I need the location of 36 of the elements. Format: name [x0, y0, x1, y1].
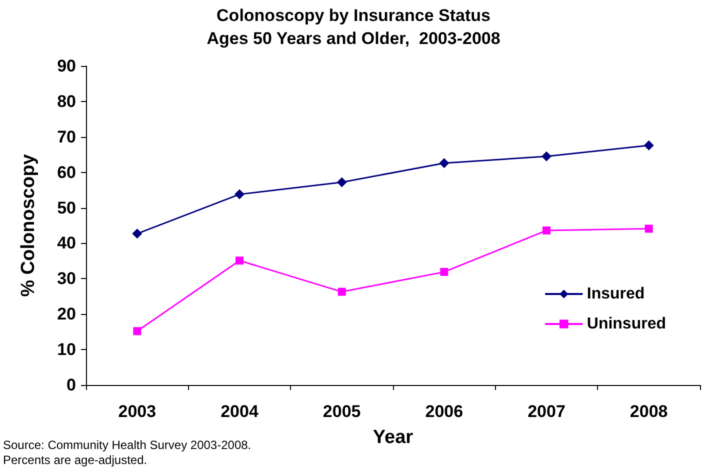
legend-label: Uninsured: [586, 316, 666, 332]
point: [542, 226, 550, 234]
y-tick-label: 10: [57, 340, 76, 360]
x-tick-label: 2003: [118, 402, 156, 421]
y-tick-label: 30: [57, 269, 76, 288]
y-tick-label: 80: [57, 92, 76, 111]
source-note: Source: Community Health Survey 2003-2008.: [3, 438, 252, 452]
point: [236, 256, 244, 265]
y-axis-title: % Colonoscopy: [18, 154, 39, 297]
y-tick-label: 90: [57, 56, 76, 76]
x-tick-label: 2006: [425, 402, 464, 421]
point: [440, 268, 448, 276]
point: [336, 177, 347, 188]
point: [234, 189, 244, 200]
point: [133, 327, 142, 336]
point: [132, 228, 142, 239]
legend-label: Insured: [586, 286, 645, 302]
x-axis-title: Year: [372, 427, 414, 448]
y-tick-label: 40: [57, 234, 76, 253]
x-tick-label: 2007: [528, 402, 566, 421]
y-tick-label: 60: [57, 162, 76, 182]
x-tick-label: 2004: [220, 402, 259, 421]
point: [338, 288, 346, 296]
x-tick-label: 2008: [630, 402, 668, 421]
y-tick-label: 20: [57, 304, 76, 324]
point: [644, 224, 653, 233]
y-tick-label: 70: [57, 127, 76, 146]
chart-subtitle: Ages 50 Years and Older, 2003-2008: [206, 29, 500, 48]
chart-title: Colonoscopy by Insurance Status: [216, 6, 490, 25]
y-tick-label: 50: [57, 198, 76, 218]
y-tick-label: 0: [66, 376, 76, 394]
point: [542, 151, 552, 162]
point: [439, 158, 450, 168]
point: [644, 140, 654, 150]
text: Percents are age-adjusted.: [3, 453, 148, 467]
x-tick-label: 2005: [322, 402, 361, 421]
